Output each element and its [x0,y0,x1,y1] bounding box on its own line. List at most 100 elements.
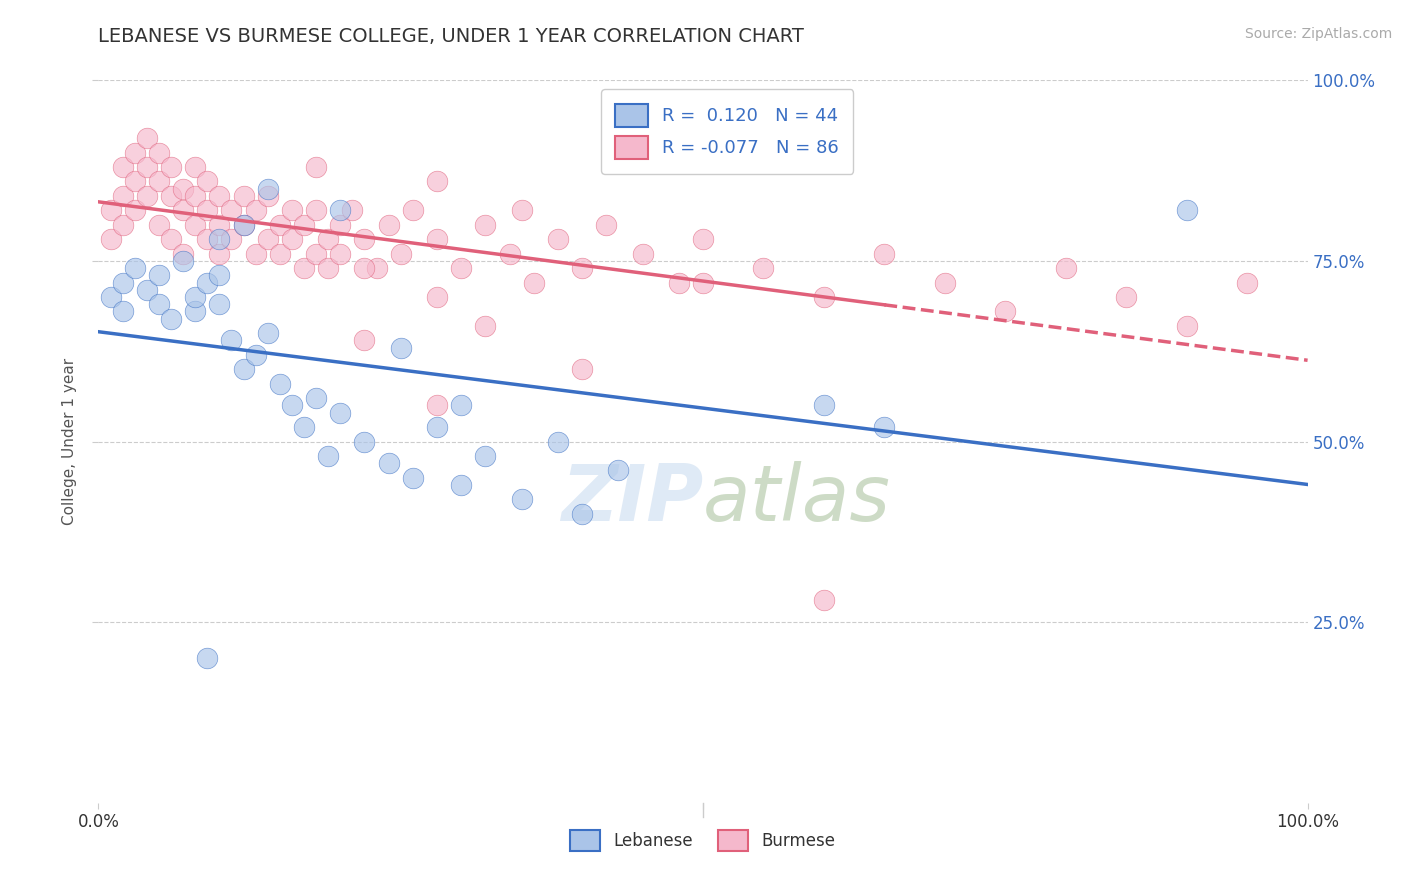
Point [329,246,352,260]
Point [305,160,328,174]
Point [208,189,231,203]
Point [100,203,122,218]
Point [208,232,231,246]
Point [245,203,267,218]
Point [571,507,593,521]
Point [148,174,170,188]
Point [353,261,375,276]
Point [668,276,690,290]
Point [245,348,267,362]
Point [160,160,183,174]
Point [256,189,278,203]
Point [474,449,496,463]
Point [245,246,267,260]
Point [221,203,243,218]
Point [124,145,146,160]
Point [1115,290,1137,304]
Point [595,218,617,232]
Point [305,246,328,260]
Point [450,261,472,276]
Point [402,203,425,218]
Point [281,398,304,412]
Point [692,276,714,290]
Point [111,189,134,203]
Point [172,203,194,218]
Point [100,290,122,304]
Point [305,203,328,218]
Point [353,334,375,348]
Point [221,232,243,246]
Point [571,261,593,276]
Point [498,246,520,260]
Point [281,232,304,246]
Point [148,297,170,311]
Point [232,362,254,376]
Point [1175,318,1198,333]
Point [269,218,291,232]
Point [631,246,654,260]
Point [160,232,183,246]
Point [316,261,339,276]
Point [426,232,449,246]
Text: ZIP: ZIP [561,461,703,537]
Point [124,203,146,218]
Point [1236,276,1258,290]
Point [256,326,278,340]
Point [547,232,569,246]
Point [329,218,352,232]
Point [172,253,194,268]
Point [184,218,207,232]
Point [160,189,183,203]
Point [111,160,134,174]
Point [184,160,207,174]
Point [547,434,569,449]
Point [111,276,134,290]
Point [124,174,146,188]
Point [148,145,170,160]
Point [342,203,364,218]
Point [353,232,375,246]
Point [426,174,449,188]
Point [402,470,425,484]
Point [232,189,254,203]
Point [377,456,399,470]
Point [813,593,835,607]
Point [269,246,291,260]
Point [316,232,339,246]
Point [148,218,170,232]
Text: atlas: atlas [703,461,891,537]
Point [111,218,134,232]
Point [148,268,170,283]
Point [450,478,472,492]
Point [873,420,896,434]
Point [607,463,630,477]
Point [184,304,207,318]
Text: LEBANESE VS BURMESE COLLEGE, UNDER 1 YEAR CORRELATION CHART: LEBANESE VS BURMESE COLLEGE, UNDER 1 YEA… [98,27,804,45]
Point [571,362,593,376]
Point [329,406,352,420]
Point [292,218,315,232]
Point [208,246,231,260]
Point [510,203,533,218]
Legend: Lebanese, Burmese: Lebanese, Burmese [562,822,844,860]
Point [256,232,278,246]
Point [195,232,218,246]
Point [934,276,956,290]
Point [221,334,243,348]
Point [450,398,472,412]
Point [752,261,775,276]
Point [232,218,254,232]
Point [292,261,315,276]
Point [366,261,388,276]
Point [135,160,157,174]
Point [353,434,375,449]
Point [474,218,496,232]
Point [208,218,231,232]
Point [195,174,218,188]
Point [172,182,194,196]
Point [184,290,207,304]
Point [426,290,449,304]
Point [316,449,339,463]
Point [124,261,146,276]
Text: Source: ZipAtlas.com: Source: ZipAtlas.com [1244,27,1392,41]
